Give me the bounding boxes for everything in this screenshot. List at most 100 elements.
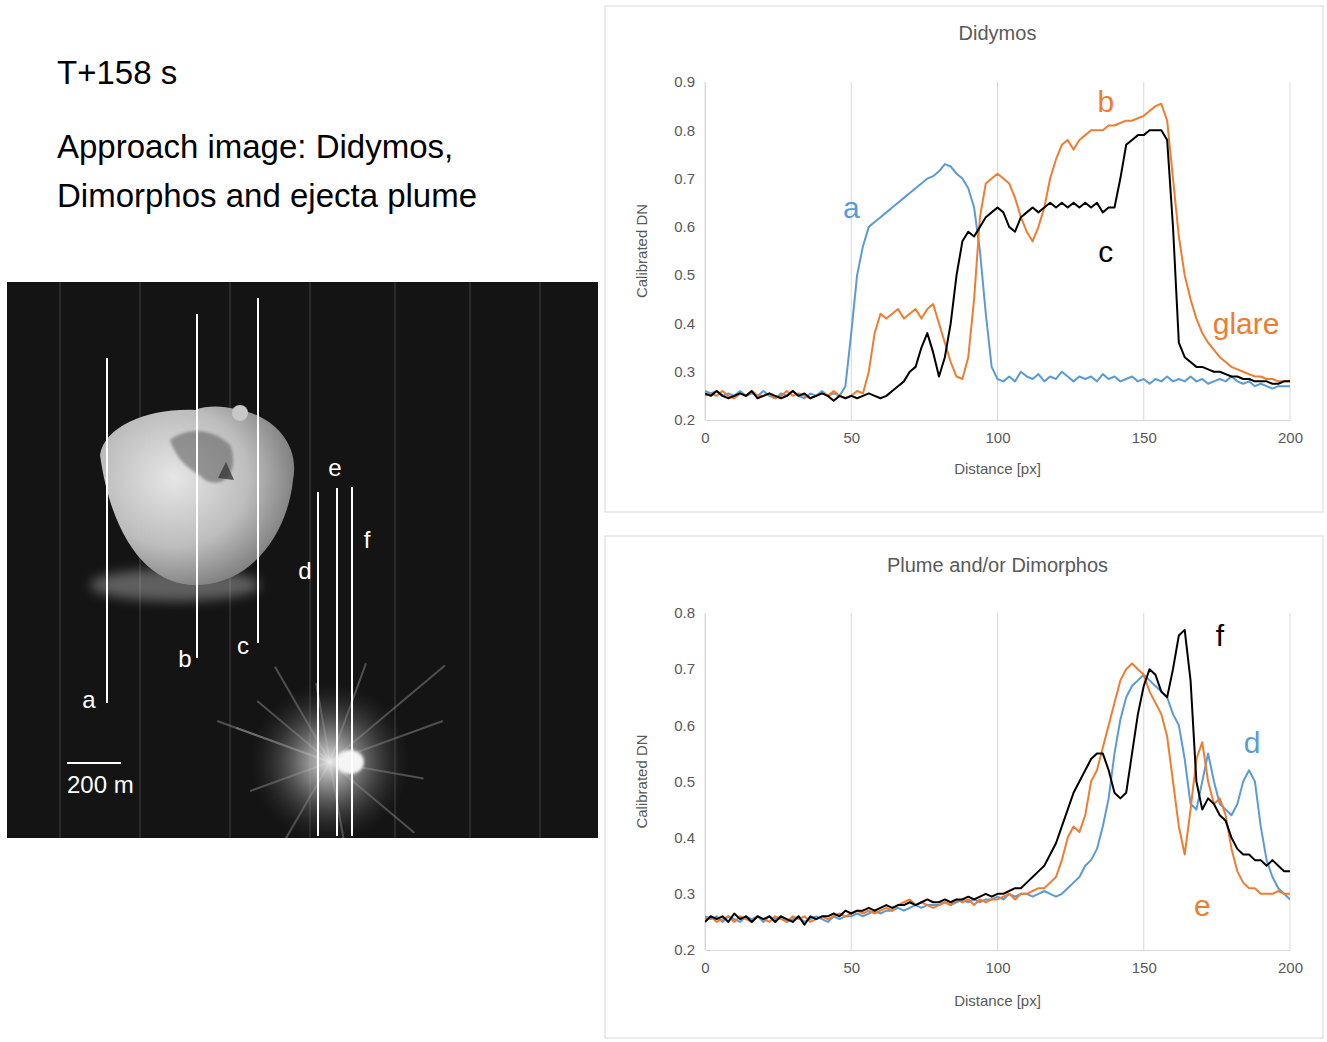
profile-label: b	[178, 645, 191, 672]
approach-image	[7, 282, 598, 838]
profile-line	[351, 487, 353, 836]
image-streak	[469, 282, 471, 838]
x-tick: 100	[985, 950, 1010, 976]
y-tick: 0.2	[674, 411, 705, 428]
profile-line	[257, 298, 259, 643]
plot-area	[705, 630, 1290, 925]
y-tick-label: 0.2	[674, 941, 695, 958]
x-axis-title: Distance [px]	[954, 992, 1041, 1009]
x-tick: 200	[1278, 420, 1303, 446]
y-tick: 0.9	[674, 73, 705, 90]
didymos-crater	[218, 462, 234, 480]
grid	[705, 613, 1290, 950]
series-line	[705, 164, 1290, 398]
x-tick-label: 200	[1278, 429, 1303, 446]
y-tick: 0.5	[674, 773, 705, 790]
x-tick-label: 100	[985, 959, 1010, 976]
y-tick: 0.4	[674, 315, 705, 332]
didymos-boulder	[232, 405, 248, 421]
y-tick: 0.6	[674, 717, 705, 734]
y-tick: 0.3	[674, 363, 705, 380]
chart-frame	[605, 6, 1323, 512]
y-tick-label: 0.2	[674, 411, 695, 428]
x-tick-label: 50	[843, 429, 860, 446]
x-tick: 50	[843, 420, 860, 446]
grid-line-x	[851, 82, 852, 420]
didymos-shadow	[170, 431, 233, 483]
series-line	[705, 130, 1290, 400]
image-streak	[59, 282, 61, 838]
y-tick-label: 0.3	[674, 363, 695, 380]
series-label: glare	[1213, 307, 1280, 340]
y-tick-label: 0.9	[674, 73, 695, 90]
x-tick-label: 50	[843, 959, 860, 976]
profile-label: a	[82, 686, 96, 713]
y-tick-label: 0.3	[674, 885, 695, 902]
x-tick: 50	[843, 950, 860, 976]
profile-label: e	[328, 454, 341, 481]
x-axis: 050100150200	[701, 420, 1303, 446]
series-label: f	[1216, 619, 1225, 652]
y-axis-line	[705, 614, 706, 951]
y-axis-line	[705, 83, 706, 421]
chart-title: Didymos	[959, 22, 1037, 44]
series-line	[705, 104, 1290, 399]
x-tick: 0	[701, 420, 709, 446]
grid-line-x	[705, 82, 706, 420]
y-tick-label: 0.4	[674, 829, 695, 846]
grid-line-x	[705, 613, 706, 950]
series-label: a	[843, 191, 860, 224]
y-tick-label: 0.8	[674, 604, 695, 621]
series-line	[705, 675, 1290, 922]
x-tick-label: 0	[701, 429, 709, 446]
x-tick-label: 200	[1278, 959, 1303, 976]
y-tick: 0.2	[674, 941, 705, 958]
profile-label: c	[237, 632, 249, 659]
x-tick: 150	[1132, 950, 1157, 976]
x-tick-label: 150	[1132, 959, 1157, 976]
profile-line	[106, 358, 108, 703]
profile-line	[196, 314, 198, 658]
y-tick: 0.8	[674, 122, 705, 139]
y-axis-title: Calibrated DN	[633, 204, 650, 298]
y-tick-label: 0.5	[674, 266, 695, 283]
chart-title: Plume and/or Dimorphos	[887, 554, 1108, 576]
image-streak	[139, 282, 141, 838]
grid-line-x	[997, 82, 998, 420]
x-tick-label: 0	[701, 959, 709, 976]
x-axis-line	[706, 950, 1291, 951]
x-axis: 0 50 100 150 200	[701, 950, 1303, 976]
series-label: d	[1244, 726, 1261, 759]
x-tick-label: 100	[985, 429, 1010, 446]
profile-label: d	[298, 557, 311, 584]
x-tick: 200	[1278, 950, 1303, 976]
chart-frame	[605, 536, 1323, 1038]
y-tick: 0.3	[674, 885, 705, 902]
y-tick: 0.7	[674, 170, 705, 187]
y-tick-label: 0.7	[674, 170, 695, 187]
scale-bar	[67, 762, 121, 764]
figure-title: T+158 s	[57, 54, 177, 91]
profile-line	[317, 492, 319, 836]
grid-line-x	[1290, 82, 1291, 420]
y-tick-label: 0.5	[674, 773, 695, 790]
y-axis: 0.2 0.3 0.4 0.5 0.6 0.7 0.8 0.9	[674, 73, 705, 428]
y-tick: 0.7	[674, 660, 705, 677]
annotations: a b c glare	[843, 85, 1280, 340]
y-tick: 0.5	[674, 266, 705, 283]
series-label: b	[1097, 85, 1114, 118]
series-line	[705, 630, 1290, 925]
grid-line-x	[851, 613, 852, 950]
chart-panel: Didymos0501001502000.20.30.40.50.60.70.8…	[605, 6, 1323, 512]
ejecta-plume	[250, 682, 410, 838]
y-tick-label: 0.4	[674, 315, 695, 332]
annotations: def	[1194, 619, 1260, 922]
series-label: c	[1098, 235, 1113, 268]
x-axis-title: Distance [px]	[954, 460, 1041, 477]
grid-line-x	[1143, 82, 1144, 420]
y-tick: 0.4	[674, 829, 705, 846]
x-tick: 100	[985, 420, 1010, 446]
plot-area	[705, 104, 1290, 401]
y-tick: 0.6	[674, 218, 705, 235]
profile-labels: abcdef	[82, 454, 370, 713]
